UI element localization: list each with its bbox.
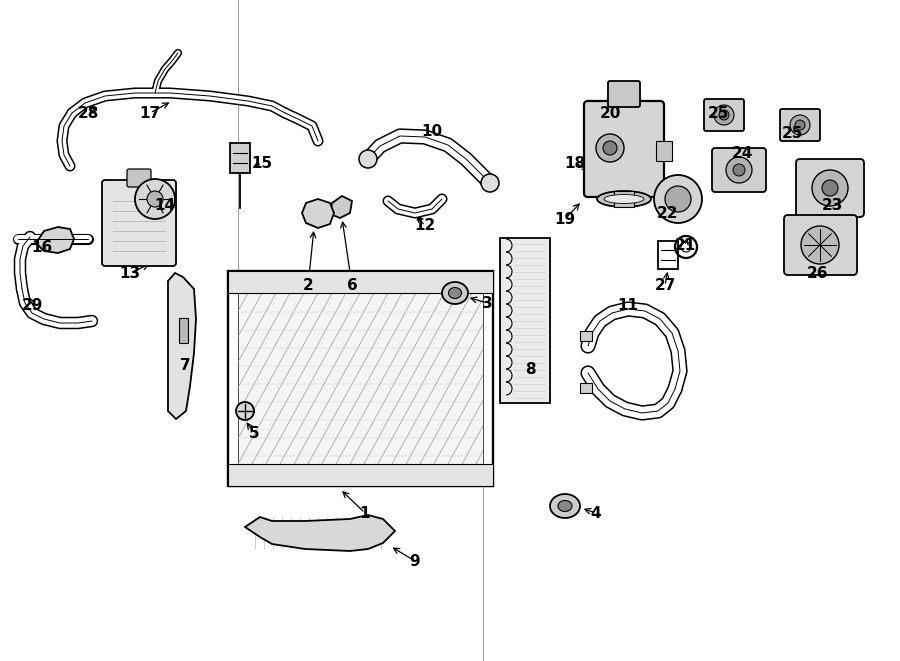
Text: 24: 24 <box>732 145 752 161</box>
Circle shape <box>665 186 691 212</box>
Text: 5: 5 <box>248 426 259 440</box>
Circle shape <box>733 164 745 176</box>
Circle shape <box>603 141 617 155</box>
Circle shape <box>726 157 752 183</box>
Text: 9: 9 <box>410 553 420 568</box>
Circle shape <box>481 174 499 192</box>
Polygon shape <box>36 227 74 253</box>
Bar <box>238 293 483 464</box>
FancyBboxPatch shape <box>780 109 820 141</box>
Ellipse shape <box>604 194 644 204</box>
Ellipse shape <box>558 500 572 512</box>
Text: 4: 4 <box>590 506 601 520</box>
Text: 25: 25 <box>707 106 729 120</box>
Text: 13: 13 <box>120 266 140 280</box>
Bar <box>228 464 493 486</box>
Bar <box>179 318 188 343</box>
Bar <box>658 241 678 269</box>
Text: 28: 28 <box>77 106 99 120</box>
Text: 22: 22 <box>657 206 679 221</box>
Polygon shape <box>168 273 196 419</box>
Circle shape <box>714 105 734 125</box>
FancyBboxPatch shape <box>712 148 766 192</box>
Bar <box>656 141 672 161</box>
Text: 15: 15 <box>251 155 273 171</box>
Text: 8: 8 <box>525 362 535 377</box>
Text: 14: 14 <box>155 198 176 214</box>
Text: 20: 20 <box>599 106 621 120</box>
Text: 6: 6 <box>346 278 357 293</box>
Text: 23: 23 <box>822 198 842 214</box>
Text: 16: 16 <box>32 241 52 256</box>
Bar <box>228 271 493 293</box>
Circle shape <box>654 175 702 223</box>
Text: 19: 19 <box>554 212 576 227</box>
FancyBboxPatch shape <box>608 81 640 107</box>
Polygon shape <box>302 199 334 228</box>
Bar <box>580 331 592 341</box>
Bar <box>580 383 592 393</box>
Circle shape <box>596 134 624 162</box>
Text: 25: 25 <box>781 126 803 141</box>
Text: 2: 2 <box>302 278 313 293</box>
Text: 3: 3 <box>482 295 492 311</box>
Circle shape <box>801 226 839 264</box>
Text: 10: 10 <box>421 124 443 139</box>
Circle shape <box>812 170 848 206</box>
Circle shape <box>719 110 729 120</box>
Ellipse shape <box>448 288 462 299</box>
Circle shape <box>795 120 805 130</box>
Circle shape <box>822 180 838 196</box>
Polygon shape <box>245 515 395 551</box>
Bar <box>614 191 634 207</box>
FancyBboxPatch shape <box>796 159 864 217</box>
Circle shape <box>147 191 163 207</box>
Text: 18: 18 <box>564 155 586 171</box>
FancyBboxPatch shape <box>784 215 857 275</box>
Polygon shape <box>330 196 352 218</box>
Bar <box>230 143 250 173</box>
FancyBboxPatch shape <box>584 101 664 197</box>
Text: 1: 1 <box>360 506 370 520</box>
Text: 26: 26 <box>807 266 829 280</box>
Ellipse shape <box>550 494 580 518</box>
FancyBboxPatch shape <box>102 180 176 266</box>
Circle shape <box>359 150 377 168</box>
Text: 11: 11 <box>617 299 638 313</box>
FancyBboxPatch shape <box>704 99 744 131</box>
Circle shape <box>236 402 254 420</box>
Bar <box>500 238 550 403</box>
FancyBboxPatch shape <box>127 169 151 187</box>
Text: 12: 12 <box>414 219 436 233</box>
Text: 29: 29 <box>22 299 42 313</box>
Circle shape <box>790 115 810 135</box>
Text: 17: 17 <box>140 106 160 120</box>
Text: 27: 27 <box>654 278 676 293</box>
Text: 7: 7 <box>180 358 190 373</box>
Bar <box>228 271 493 486</box>
Circle shape <box>135 179 175 219</box>
Text: 21: 21 <box>674 239 696 254</box>
Ellipse shape <box>597 191 651 207</box>
Ellipse shape <box>442 282 468 304</box>
